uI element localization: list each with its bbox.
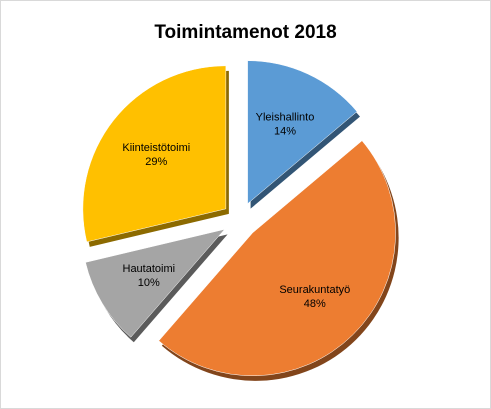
- pie-slice-1: [158, 140, 396, 377]
- pie-slice-3: [82, 65, 227, 243]
- slice-label-0: Yleishallinto 14%: [256, 111, 315, 137]
- slice-label-2: Hautatoimi 10%: [123, 263, 176, 289]
- slice-label-3: Kiinteistötoimi 29%: [122, 142, 190, 168]
- slice-label-name: Hautatoimi: [123, 263, 176, 275]
- slice-label-value: 10%: [138, 277, 160, 289]
- pie-slice-2: [85, 228, 226, 338]
- chart-title: Toimintamenot 2018: [154, 22, 337, 43]
- slice-label-name: Seurakuntatyö: [279, 284, 350, 296]
- slice-label-value: 48%: [304, 298, 326, 310]
- slice-label-name: Yleishallinto: [256, 111, 315, 123]
- slice-label-value: 29%: [145, 156, 167, 168]
- slice-label-1: Seurakuntatyö 48%: [279, 284, 350, 310]
- pie-slice-0: [247, 60, 358, 205]
- slice-label-name: Kiinteistötoimi: [122, 142, 190, 154]
- slice-label-value: 14%: [274, 125, 296, 137]
